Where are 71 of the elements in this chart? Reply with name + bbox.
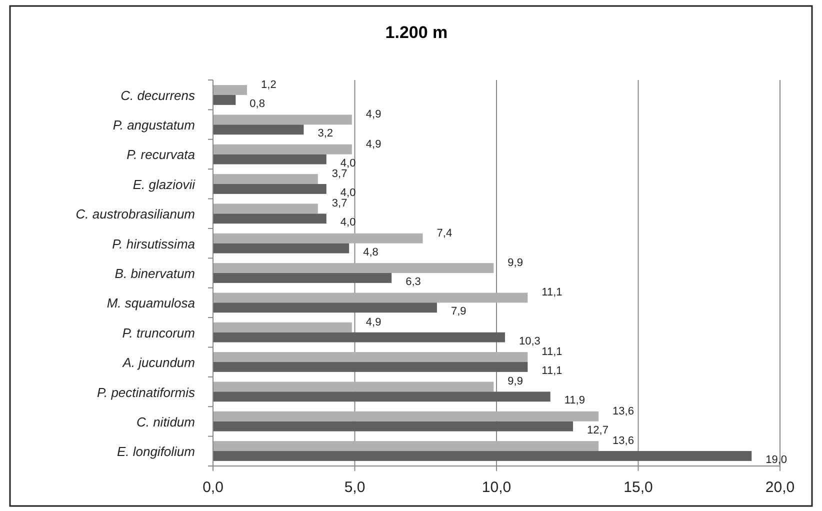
y-tick-label: P. angustatum [112, 118, 196, 133]
bar [213, 302, 437, 313]
bar [213, 184, 326, 194]
data-label: 3,2 [318, 128, 334, 140]
bar [213, 114, 352, 125]
x-tick-label: 0,0 [202, 479, 224, 496]
y-tick-label: P. recurvata [126, 147, 195, 162]
data-label: 11,1 [542, 346, 562, 358]
bar [213, 233, 423, 244]
data-label: 9,9 [508, 376, 523, 388]
bar [213, 441, 599, 452]
x-tick-label: 15,0 [624, 479, 653, 496]
data-label: 4,0 [340, 157, 356, 170]
bar [213, 392, 550, 402]
data-label: 4,0 [340, 216, 356, 229]
y-tick-label: C. austrobrasilianum [76, 206, 196, 222]
y-tick-label: M. squamulosa [106, 296, 195, 311]
data-label: 10,3 [519, 335, 540, 348]
data-label: 12,7 [587, 424, 608, 436]
bar [213, 124, 304, 135]
data-label: 13,6 [612, 405, 634, 418]
data-label: 7,4 [436, 227, 452, 240]
data-label: 4,8 [363, 246, 378, 258]
x-tick-label: 5,0 [344, 479, 366, 496]
data-label: 13,6 [612, 435, 634, 448]
y-tick-label: P. truncorum [122, 325, 196, 340]
bar [213, 292, 528, 303]
bar [213, 332, 506, 342]
data-label: 3,7 [332, 168, 348, 180]
bar [213, 362, 528, 372]
y-tick-label: E. longifolium [116, 444, 196, 460]
data-label: 3,7 [332, 198, 348, 210]
bar [213, 322, 352, 332]
data-label: 11,1 [542, 364, 562, 377]
y-tick-label: C. decurrens [120, 88, 196, 103]
data-label: 4,0 [340, 186, 356, 199]
bar [213, 263, 494, 273]
bar [213, 174, 318, 184]
data-label: 4,9 [366, 138, 382, 150]
bar [213, 144, 352, 154]
bar [213, 421, 574, 432]
y-tick-label: P. hirsutissima [112, 236, 195, 252]
y-tick-label: B. binervatum [114, 266, 196, 281]
data-label: 9,9 [508, 257, 523, 270]
data-label: 19,0 [766, 454, 788, 466]
data-label: 1,2 [261, 79, 276, 92]
data-label: 11,1 [542, 286, 562, 299]
bar [213, 204, 318, 214]
y-tick-label: C. nitidum [136, 414, 196, 430]
bar [213, 94, 236, 105]
bar [213, 451, 752, 461]
x-tick-label: 20,0 [765, 479, 795, 496]
data-label: 4,9 [366, 316, 382, 328]
data-label: 6,3 [406, 276, 421, 288]
bar [213, 154, 326, 164]
y-tick-label: A. jucundum [122, 355, 196, 370]
x-tick-label: 10,0 [482, 479, 512, 496]
data-label: 7,9 [450, 306, 466, 318]
bar [213, 411, 599, 422]
bar [213, 85, 248, 95]
chart-title: 1.200 m [385, 23, 448, 42]
bar [213, 382, 494, 392]
data-label: 4,9 [366, 108, 382, 121]
bar [213, 243, 350, 254]
bar [213, 352, 528, 362]
data-label: 11,9 [564, 394, 585, 407]
bar [213, 273, 392, 283]
y-tick-label: P. pectinatiformis [96, 384, 196, 400]
bar [213, 214, 326, 224]
data-label: 0,8 [250, 98, 265, 110]
y-tick-label: E. glaziovii [132, 176, 196, 192]
